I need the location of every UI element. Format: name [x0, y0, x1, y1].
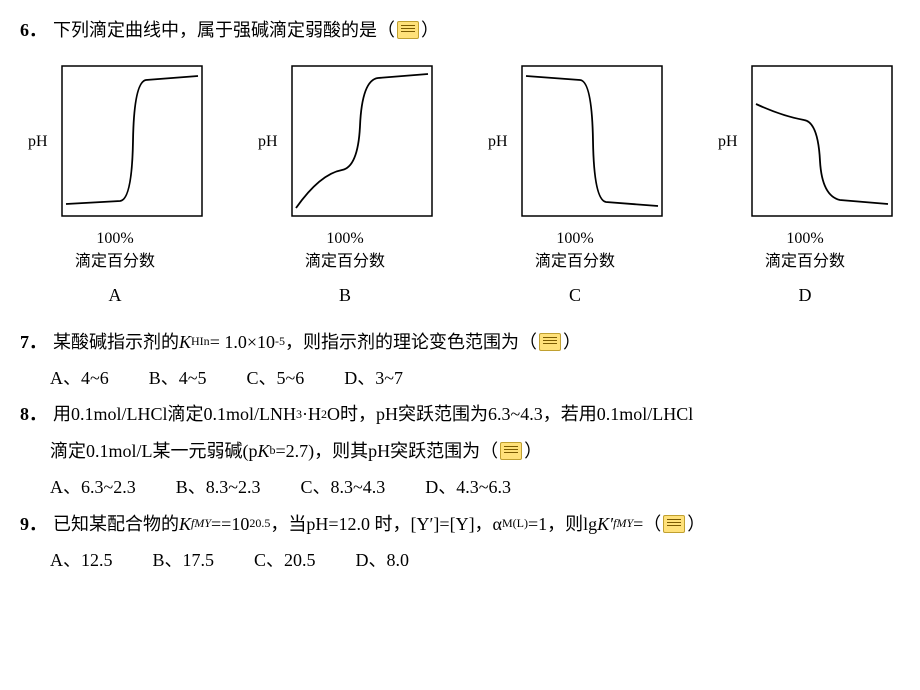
q8-opt-c: C、8.3~4.3: [301, 471, 386, 503]
q7-text-before: 某酸碱指示剂的: [53, 326, 179, 358]
q9-opt-b: B、17.5: [153, 544, 215, 576]
chart-d-caption: 100% 滴定百分数: [765, 228, 845, 273]
q9-number: 9．: [20, 508, 47, 540]
axis-y-label-b: pH: [258, 133, 278, 150]
q9-c: ，当pH=12.0 时，[Y′]=[Y]，α: [270, 508, 502, 540]
q9-f: ）: [687, 508, 705, 540]
q7-text-after: ，则指示剂的理论变色范围为（: [285, 326, 537, 358]
q9-opt-a: A、12.5: [50, 544, 113, 576]
question-8-line2: 滴定0.1mol/L某一元弱碱(p Kb =2.7)，则其pH突跃范围为（ ）: [50, 435, 900, 467]
q9-opt-d: D、8.0: [356, 544, 410, 576]
note-icon[interactable]: [500, 442, 522, 460]
q7-opt-d: D、3~7: [344, 362, 403, 394]
q6-charts-row: pH 100% 滴定百分数 pH 100% 滴定百分数 pH 100% 滴定百分…: [20, 56, 900, 273]
q9-kf: K: [179, 514, 191, 534]
q7-kvar: K: [179, 332, 191, 352]
q9-kfpsub: fMY: [613, 516, 633, 530]
q9-options: A、12.5 B、17.5 C、20.5 D、8.0: [50, 544, 900, 576]
q9-kfp: K′: [597, 514, 613, 534]
q6-text-before: 下列滴定曲线中，属于强碱滴定弱酸的是（: [53, 14, 395, 46]
note-icon[interactable]: [539, 333, 561, 351]
q7-opt-c: C、5~6: [247, 362, 305, 394]
chart-b-caption: 100% 滴定百分数: [305, 228, 385, 273]
question-7: 7． 某酸碱指示剂的 KHIn = 1.0×10-5 ，则指示剂的理论变色范围为…: [20, 326, 900, 358]
axis-y-label-d: pH: [718, 133, 738, 150]
chart-a: pH: [20, 56, 210, 226]
chart-c: pH: [480, 56, 670, 226]
chart-d: pH: [710, 56, 900, 226]
chart-c-cap-top: 100%: [556, 230, 593, 247]
q6-number: 6．: [20, 14, 47, 46]
note-icon[interactable]: [397, 21, 419, 39]
q9-a: 已知某配合物的: [53, 508, 179, 540]
q9-alpha-sub: M(L): [502, 513, 528, 535]
question-8-line1: 8． 用0.1mol/LHCl滴定0.1mol/LNH3 ·H2 O时，pH突跃…: [20, 398, 900, 430]
chart-c-cap-bot: 滴定百分数: [535, 253, 615, 270]
chart-a-cap-bot: 滴定百分数: [75, 253, 155, 270]
q8-l1a: 用0.1mol/LHCl滴定0.1mol/LNH: [53, 398, 296, 430]
q9-e: =（: [633, 508, 661, 540]
q8-opt-b: B、8.3~2.3: [176, 471, 261, 503]
chart-a-block: pH 100% 滴定百分数: [20, 56, 210, 273]
q7-options: A、4~6 B、4~5 C、5~6 D、3~7: [50, 362, 900, 394]
q8-options: A、6.3~2.3 B、8.3~2.3 C、8.3~4.3 D、4.3~6.3: [50, 471, 900, 503]
q7-opt-b: B、4~5: [149, 362, 207, 394]
q7-number: 7．: [20, 326, 47, 358]
q9-opt-c: C、20.5: [254, 544, 316, 576]
question-9: 9． 已知某配合物的 KfMY ==1020.5 ，当pH=12.0 时，[Y′…: [20, 508, 900, 540]
chart-b-cap-top: 100%: [326, 230, 363, 247]
chart-b-block: pH 100% 滴定百分数: [250, 56, 440, 273]
chart-d-block: pH 100% 滴定百分数: [710, 56, 900, 273]
q8-number: 8．: [20, 398, 47, 430]
q7-text-close: ）: [563, 326, 581, 358]
q7-ksub: HIn: [191, 331, 210, 353]
q9-kfsub: fMY: [191, 516, 211, 530]
q8-opt-d: D、4.3~6.3: [425, 471, 511, 503]
q9-d: =1，则lg: [528, 508, 597, 540]
q8-opt-a: A、6.3~2.3: [50, 471, 136, 503]
q8-kb: K: [258, 441, 270, 461]
q8-l1c: O时，pH突跃范围为6.3~4.3，若用0.1mol/LHCl: [327, 398, 693, 430]
q7-keq: = 1.0×10: [210, 326, 275, 358]
q9-kfsup: 20.5: [249, 513, 270, 535]
q9-b: ==10: [211, 508, 249, 540]
axis-y-label-c: pH: [488, 133, 508, 150]
q6-text-after: ）: [421, 14, 439, 46]
chart-d-cap-bot: 滴定百分数: [765, 253, 845, 270]
chart-c-caption: 100% 滴定百分数: [535, 228, 615, 273]
axis-y-label-a: pH: [28, 133, 48, 150]
q7-ksup: -5: [275, 331, 285, 353]
q6-letter-row: A B C D: [20, 279, 900, 311]
chart-a-letter: A: [20, 279, 210, 311]
chart-d-cap-top: 100%: [786, 230, 823, 247]
q8-l1b: ·H: [302, 398, 321, 430]
chart-c-block: pH 100% 滴定百分数: [480, 56, 670, 273]
q8-l2a: 滴定0.1mol/L某一元弱碱(p: [50, 435, 258, 467]
chart-b-letter: B: [250, 279, 440, 311]
chart-b: pH: [250, 56, 440, 226]
chart-a-cap-top: 100%: [96, 230, 133, 247]
chart-c-letter: C: [480, 279, 670, 311]
question-6: 6． 下列滴定曲线中，属于强碱滴定弱酸的是（ ）: [20, 14, 900, 46]
q7-opt-a: A、4~6: [50, 362, 109, 394]
chart-a-caption: 100% 滴定百分数: [75, 228, 155, 273]
q8-l2-close: ）: [524, 435, 542, 467]
note-icon[interactable]: [663, 515, 685, 533]
chart-b-cap-bot: 滴定百分数: [305, 253, 385, 270]
q8-l2b: =2.7)，则其pH突跃范围为（: [276, 435, 499, 467]
chart-d-letter: D: [710, 279, 900, 311]
